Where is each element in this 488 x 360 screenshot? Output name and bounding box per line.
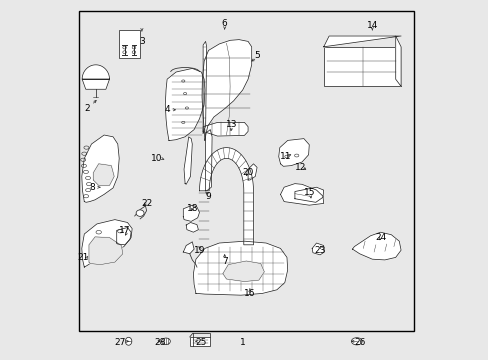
Polygon shape [352, 232, 400, 260]
Polygon shape [193, 241, 287, 295]
Polygon shape [183, 137, 192, 184]
Polygon shape [278, 139, 309, 166]
Text: 8: 8 [89, 183, 95, 192]
Polygon shape [183, 205, 199, 221]
Polygon shape [311, 243, 324, 255]
Text: 23: 23 [314, 246, 325, 255]
Text: 22: 22 [141, 199, 152, 208]
Text: 28: 28 [154, 338, 165, 347]
Ellipse shape [125, 337, 132, 345]
Text: 20: 20 [242, 168, 253, 177]
Text: 21: 21 [78, 253, 89, 262]
Text: 7: 7 [222, 256, 227, 266]
Polygon shape [89, 237, 122, 265]
Bar [79, 11, 413, 331]
Text: 16: 16 [244, 289, 255, 298]
Polygon shape [247, 164, 257, 180]
Bar [323, 47, 400, 86]
Polygon shape [202, 40, 251, 140]
Polygon shape [223, 261, 264, 282]
Text: 18: 18 [186, 204, 198, 213]
Bar [118, 30, 140, 58]
Polygon shape [203, 41, 206, 133]
Polygon shape [323, 36, 400, 47]
Polygon shape [93, 164, 114, 185]
Text: 3: 3 [139, 37, 144, 46]
Polygon shape [280, 184, 323, 205]
Text: 2: 2 [84, 104, 90, 113]
Text: 10: 10 [150, 154, 162, 163]
Text: 19: 19 [193, 246, 205, 255]
Text: 17: 17 [119, 226, 130, 235]
Polygon shape [82, 65, 109, 89]
Polygon shape [203, 122, 247, 136]
Polygon shape [183, 242, 194, 254]
Polygon shape [186, 222, 198, 232]
Text: 6: 6 [222, 19, 227, 28]
Polygon shape [205, 130, 212, 191]
Text: 26: 26 [353, 338, 365, 347]
Polygon shape [395, 36, 400, 86]
Text: 1: 1 [239, 338, 245, 347]
Ellipse shape [136, 210, 144, 216]
Text: 9: 9 [205, 192, 211, 201]
Polygon shape [294, 187, 323, 202]
Text: 13: 13 [225, 120, 237, 129]
Text: 11: 11 [280, 152, 291, 161]
Text: 27: 27 [114, 338, 126, 347]
Text: 4: 4 [164, 105, 169, 114]
Text: 24: 24 [375, 233, 386, 242]
Text: 5: 5 [254, 51, 260, 60]
Ellipse shape [162, 338, 170, 345]
Polygon shape [117, 228, 131, 245]
Text: 14: 14 [366, 21, 377, 30]
Text: 12: 12 [294, 163, 305, 172]
Polygon shape [199, 148, 253, 245]
Polygon shape [165, 68, 204, 140]
Text: 25: 25 [195, 338, 206, 347]
Bar [189, 337, 209, 346]
Polygon shape [81, 135, 119, 202]
Polygon shape [81, 220, 132, 267]
Ellipse shape [351, 338, 362, 345]
Text: 15: 15 [303, 188, 314, 197]
